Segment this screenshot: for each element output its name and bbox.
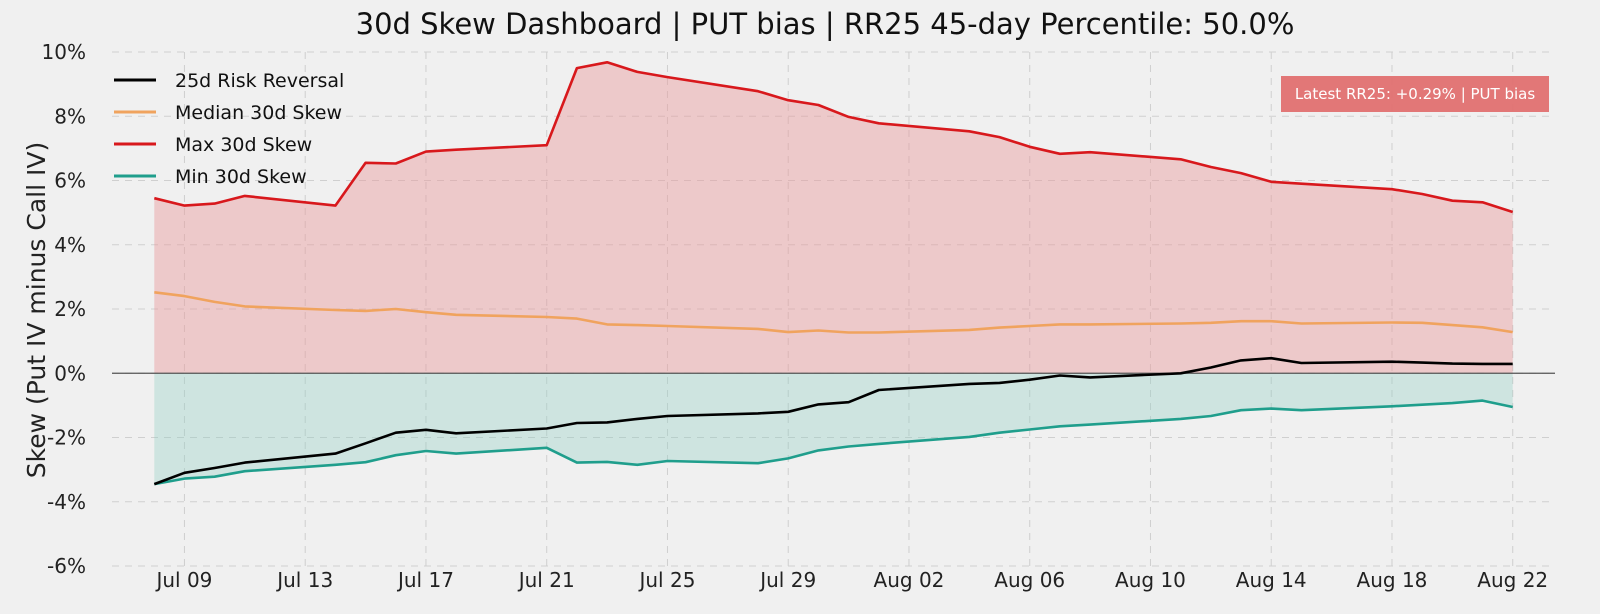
x-tick-label: Jul 09 [154, 568, 212, 592]
y-tick-label: -2% [47, 426, 86, 450]
y-tick-label: 10% [42, 40, 86, 64]
series-line-max-30d-skew [153, 61, 1514, 214]
legend-label: Max 30d Skew [175, 134, 312, 156]
y-tick-label: 4% [54, 233, 86, 257]
x-tick-label: Jul 17 [396, 568, 454, 592]
area-fills [154, 62, 1513, 485]
annotation-text: Latest RR25: +0.29% | PUT bias [1295, 85, 1536, 103]
x-tick-label: Aug 02 [874, 568, 945, 592]
x-tick-label: Aug 10 [1115, 568, 1186, 592]
x-tick-label: Jul 29 [758, 568, 816, 592]
series-lines [153, 61, 1514, 486]
x-tick-label: Aug 22 [1477, 568, 1548, 592]
series-line-25d-risk-reversal [153, 356, 1513, 486]
series-line-median-30d-skew [154, 291, 1513, 334]
x-tick-label: Aug 06 [994, 568, 1065, 592]
y-tick-label: 8% [54, 104, 86, 128]
legend-label: 25d Risk Reversal [175, 70, 344, 92]
x-tick-label: Jul 13 [275, 568, 333, 592]
annotation: Latest RR25: +0.29% | PUT bias [1281, 76, 1549, 112]
x-tick-label: Aug 18 [1357, 568, 1428, 592]
series-line-min-30d-skew [154, 399, 1513, 486]
y-tick-label: 2% [54, 297, 86, 321]
annotation-box [1281, 76, 1549, 112]
legend-label: Median 30d Skew [175, 102, 342, 124]
legend: 25d Risk Reversal Median 30d Skew Max 30d … [114, 70, 344, 188]
legend-label: Min 30d Skew [175, 166, 307, 188]
area-fill [154, 62, 1513, 374]
y-tick-label: 6% [54, 169, 86, 193]
axes: -6% -4% -2% 0% 2% 4% 6% 8% 10% Jul 09 Jul 13 Jul 17… [42, 40, 1555, 592]
chart-title: 30d Skew Dashboard | PUT bias | RR25 45-… [356, 7, 1295, 41]
y-tick-label: -4% [47, 490, 86, 514]
x-tick-label: Jul 25 [637, 568, 695, 592]
y-tick-label: 0% [54, 361, 86, 385]
x-tick-label: Jul 21 [517, 568, 575, 592]
area-fill [154, 373, 1513, 485]
y-tick-label: -6% [47, 554, 86, 578]
y-axis-label: Skew (Put IV minus Call IV) [22, 142, 51, 478]
x-tick-label: Aug 14 [1236, 568, 1307, 592]
